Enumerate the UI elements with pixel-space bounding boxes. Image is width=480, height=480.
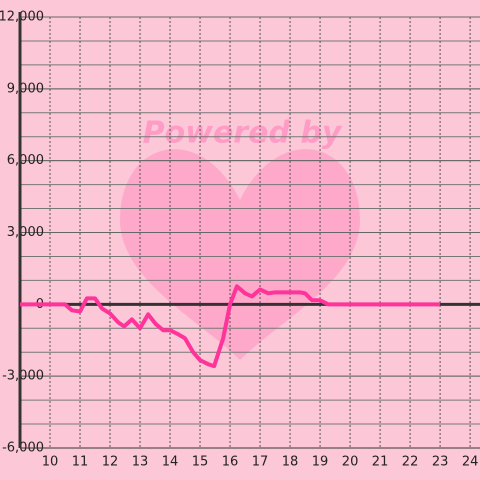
x-tick-label: 11 bbox=[72, 455, 89, 470]
x-tick-label: 23 bbox=[432, 455, 449, 470]
x-tick-label: 15 bbox=[192, 455, 209, 470]
x-tick-label: 24 bbox=[462, 455, 479, 470]
x-tick-label: 14 bbox=[162, 455, 179, 470]
y-tick-label: -3,000 bbox=[2, 369, 44, 384]
y-tick-label: 12,000 bbox=[0, 10, 44, 25]
x-tick-label: 18 bbox=[282, 455, 299, 470]
watermark-text: Powered by bbox=[143, 116, 343, 151]
logo-watermark bbox=[120, 149, 360, 360]
data-line bbox=[20, 284, 441, 369]
y-tick-label: 9,000 bbox=[7, 81, 44, 96]
x-tick-label: 16 bbox=[222, 455, 239, 470]
y-tick-label: 6,000 bbox=[7, 153, 44, 168]
x-tick-label: 12 bbox=[102, 455, 119, 470]
x-tick-label: 22 bbox=[402, 455, 419, 470]
y-tick-label: 3,000 bbox=[7, 225, 44, 240]
x-tick-label: 19 bbox=[312, 455, 329, 470]
heart bbox=[120, 149, 360, 360]
x-tick-label: 21 bbox=[372, 455, 389, 470]
x-tick-label: 17 bbox=[252, 455, 269, 470]
x-tick-label: 20 bbox=[342, 455, 359, 470]
x-tick-label: 13 bbox=[132, 455, 149, 470]
x-tick-label: 10 bbox=[42, 455, 59, 470]
